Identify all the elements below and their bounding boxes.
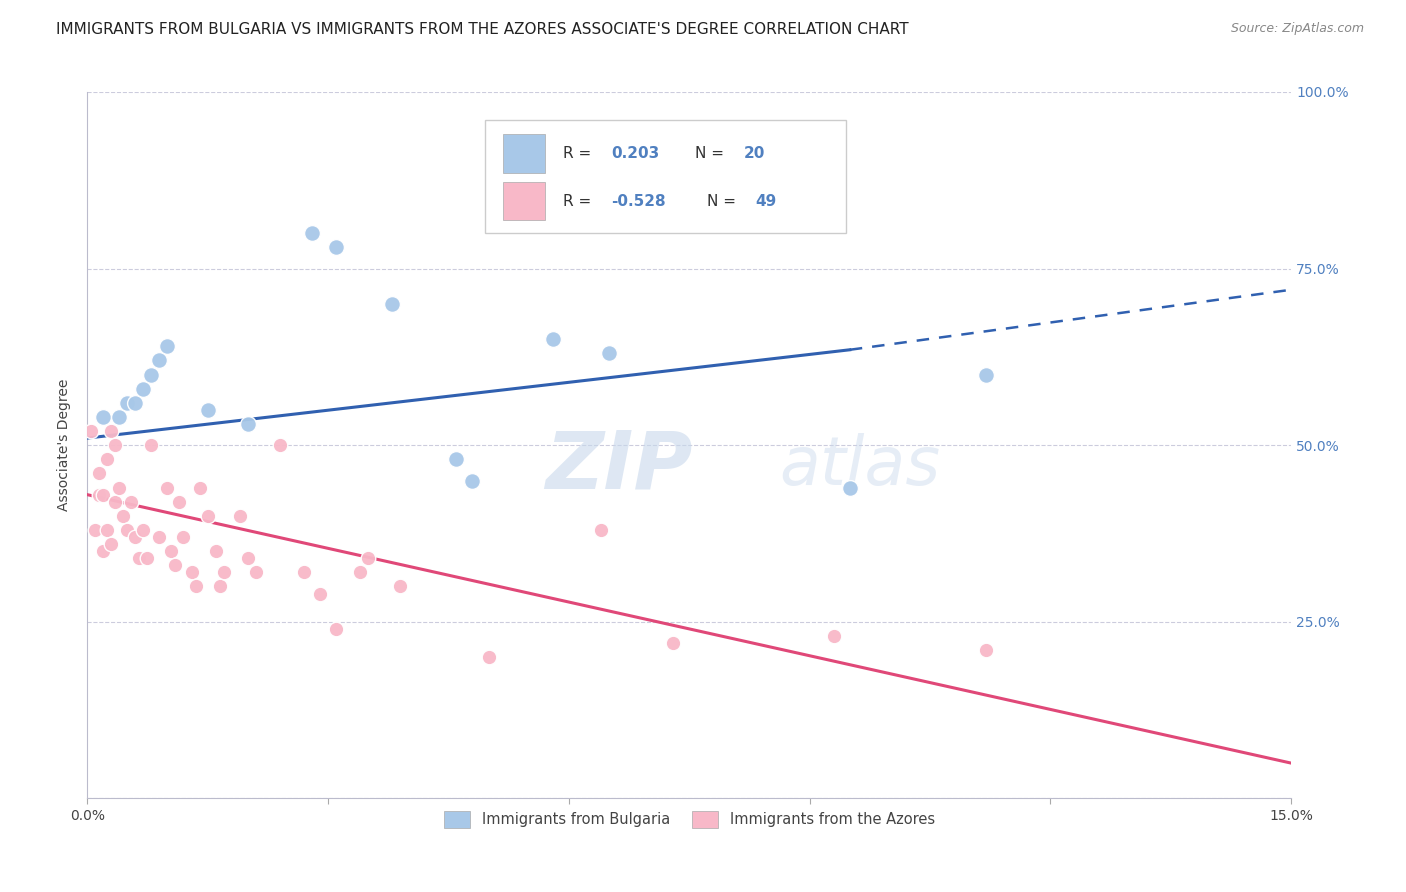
Point [269,438,291,452]
Point [598,346,620,360]
Text: ZIP: ZIP [544,427,692,506]
Point [301,226,323,240]
Point [108,409,131,424]
Point [141,368,163,382]
Point [117,396,139,410]
Point [80,424,103,438]
Point [112,508,135,523]
Point [120,494,142,508]
Text: R =: R = [562,145,596,161]
Point [128,551,150,566]
Text: -0.528: -0.528 [612,194,665,209]
Point [325,240,347,254]
Point [89,467,111,481]
Point [100,424,122,438]
Point [589,523,612,537]
Point [702,169,724,184]
Point [104,438,127,452]
Point [541,332,564,346]
Text: IMMIGRANTS FROM BULGARIA VS IMMIGRANTS FROM THE AZORES ASSOCIATE'S DEGREE CORREL: IMMIGRANTS FROM BULGARIA VS IMMIGRANTS F… [56,22,908,37]
Text: R =: R = [562,194,596,209]
Point [96,523,118,537]
Point [381,297,404,311]
Point [156,339,179,353]
Point [148,530,170,544]
Point [197,508,219,523]
Point [173,530,195,544]
Point [132,382,155,396]
Text: 20: 20 [744,145,765,161]
Point [838,481,860,495]
Text: Source: ZipAtlas.com: Source: ZipAtlas.com [1230,22,1364,36]
Point [461,474,484,488]
Point [84,523,107,537]
Point [325,622,347,636]
Point [309,586,332,600]
FancyBboxPatch shape [485,120,846,233]
FancyBboxPatch shape [502,135,544,173]
FancyBboxPatch shape [502,182,544,220]
Legend: Immigrants from Bulgaria, Immigrants from the Azores: Immigrants from Bulgaria, Immigrants fro… [437,805,941,834]
Point [132,523,155,537]
Point [197,402,219,417]
Point [212,566,235,580]
Point [974,368,997,382]
Point [141,438,163,452]
Point [104,494,127,508]
Text: N =: N = [695,145,730,161]
Y-axis label: Associate's Degree: Associate's Degree [58,379,72,511]
Point [165,558,187,573]
Point [208,580,231,594]
Point [180,566,202,580]
Point [124,396,146,410]
Point [477,650,499,665]
Point [169,494,191,508]
Text: 0.203: 0.203 [612,145,659,161]
Point [204,544,226,558]
Point [823,629,845,643]
Point [389,580,412,594]
Point [156,481,179,495]
Point [349,566,371,580]
Text: 49: 49 [755,194,776,209]
Point [292,566,315,580]
Point [124,530,146,544]
Point [188,481,211,495]
Point [974,643,997,657]
Point [228,508,250,523]
Point [160,544,183,558]
Point [184,580,207,594]
Point [91,488,114,502]
Point [117,523,139,537]
Text: atlas: atlas [779,434,941,500]
Point [136,551,159,566]
Point [245,566,267,580]
Point [148,353,170,368]
Point [91,544,114,558]
Point [662,636,685,650]
Point [236,551,259,566]
Point [446,452,468,467]
Point [89,488,111,502]
Point [91,409,114,424]
Point [236,417,259,431]
Point [108,481,131,495]
Point [96,452,118,467]
Point [100,537,122,551]
Text: N =: N = [707,194,741,209]
Point [357,551,380,566]
